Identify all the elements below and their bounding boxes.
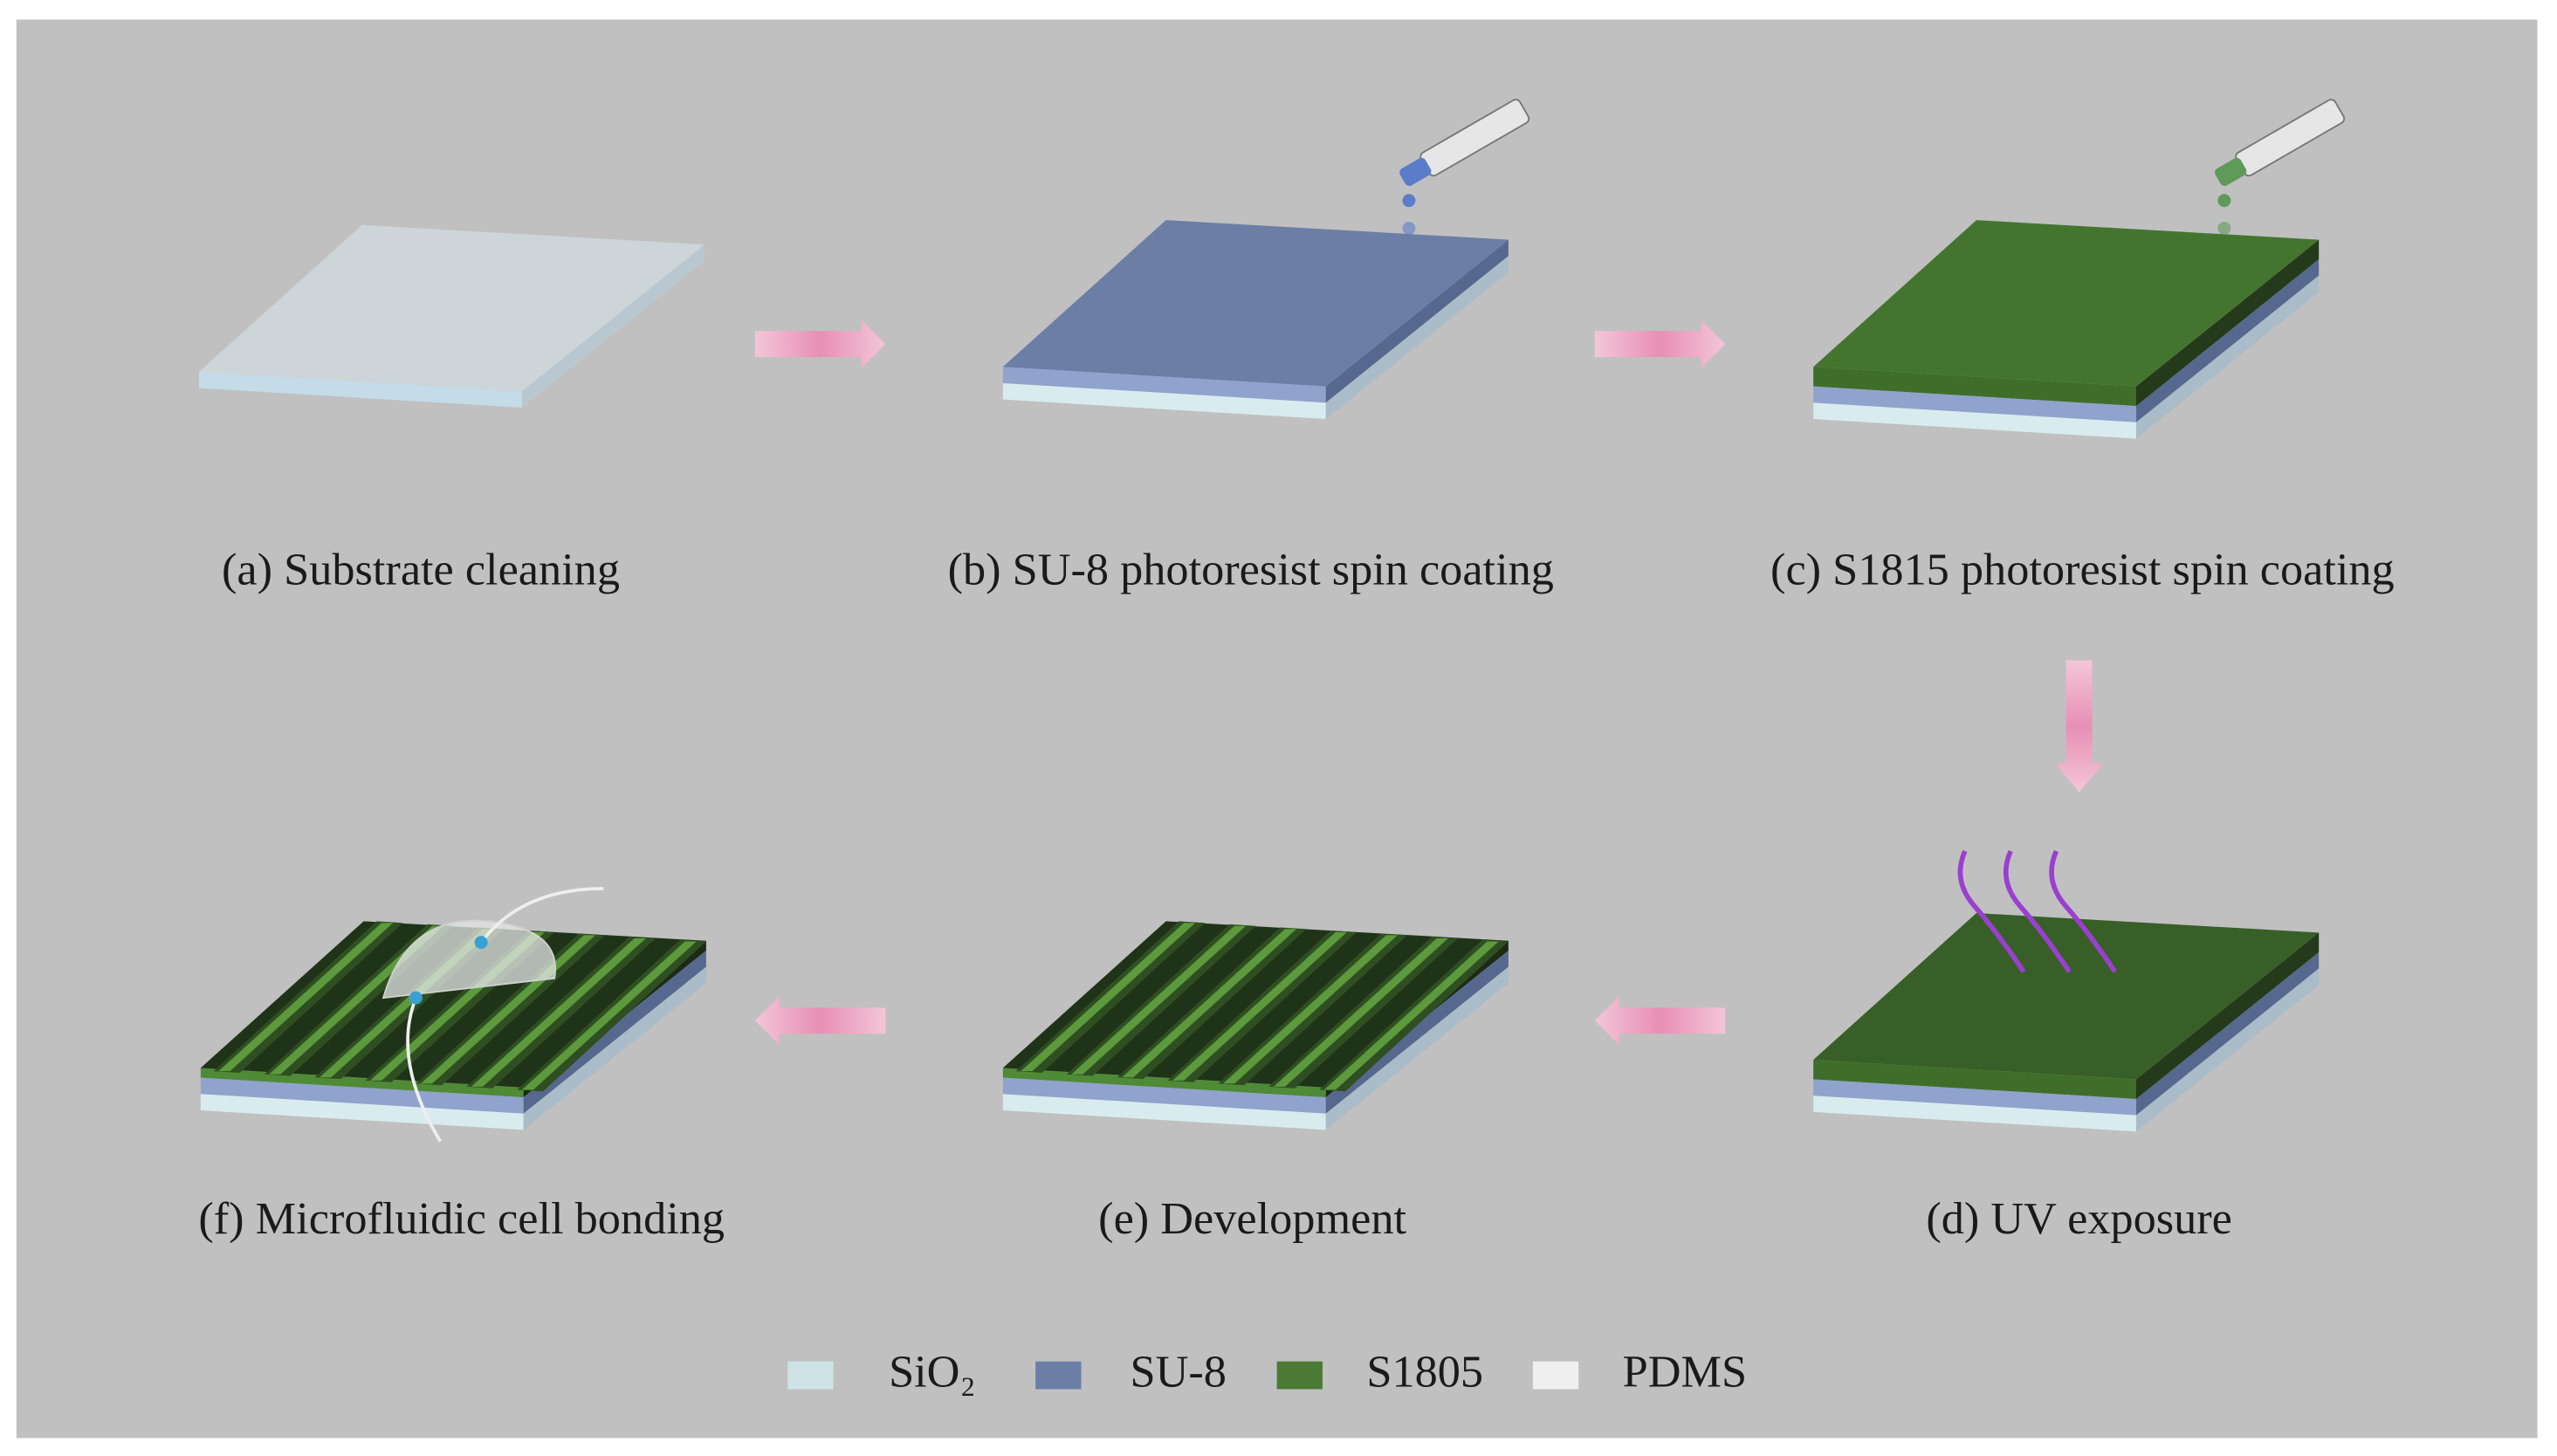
slab-front [1813, 367, 2136, 407]
ridge-highlight [1071, 925, 1247, 1075]
ridge-highlight [1021, 923, 1196, 1072]
tube [479, 887, 604, 944]
arrow-down [2054, 660, 2104, 793]
step-label: (d) UV exposure [1926, 1193, 2232, 1244]
step-label: (f) Microfluidic cell bonding [198, 1193, 725, 1244]
uv-arrow [2003, 849, 2072, 973]
slab-side [521, 244, 705, 408]
legend: SiO₂ SU-8 S1805 PDMS [787, 1346, 1747, 1397]
slab-front [1813, 1060, 2136, 1099]
step-label: (a) Substrate cleaning [222, 544, 620, 594]
drop [2217, 194, 2231, 208]
ridge-highlight [1222, 935, 1398, 1084]
drop [1402, 194, 1416, 208]
slab-side [1325, 256, 1509, 420]
slab-top [198, 224, 705, 392]
slab-front [198, 371, 522, 408]
legend-swatch [1035, 1361, 1082, 1390]
slab-front [1813, 1079, 2136, 1116]
slab-side [2135, 968, 2320, 1132]
slab-front [1813, 1095, 2136, 1132]
slab-front [1813, 386, 2136, 422]
slab-side [2135, 932, 2320, 1099]
arrows [754, 319, 2104, 1046]
slab-front [200, 1077, 524, 1114]
slab-top [1813, 220, 2320, 387]
slab-side [523, 950, 706, 1114]
slab-front [1813, 402, 2136, 439]
slab-top [1002, 220, 1509, 387]
slab-side [1325, 966, 1509, 1130]
tube [406, 997, 443, 1143]
legend-label: SiO₂ [889, 1346, 976, 1397]
slab-side [523, 966, 706, 1130]
drop [1402, 222, 1416, 235]
slab-front [1002, 382, 1326, 420]
legend-swatch [1276, 1361, 1323, 1390]
legend-swatch [787, 1361, 834, 1390]
slab-front [200, 1094, 524, 1130]
slab-front [1002, 1094, 1326, 1130]
arrow-right [1594, 319, 1726, 369]
slab-side [1325, 950, 1509, 1114]
legend-label: S1805 [1366, 1346, 1483, 1397]
syringe-tip [1399, 157, 1432, 186]
ridge-highlight [1273, 937, 1448, 1087]
pdms-dome [381, 919, 557, 999]
ridge-highlight [1323, 941, 1499, 1090]
slab-side [2135, 258, 2320, 422]
port [474, 936, 488, 950]
slab-side [2135, 239, 2320, 407]
ridge-highlight [471, 937, 646, 1087]
slab-side [2135, 275, 2320, 439]
legend-swatch [1532, 1361, 1579, 1390]
step-label: (c) S1815 photoresist spin coating [1770, 544, 2395, 594]
arrow-left [1594, 996, 1726, 1046]
slab-top [1813, 913, 2320, 1080]
uv-arrow [2049, 849, 2118, 973]
port [409, 991, 423, 1005]
slab-front [1002, 367, 1326, 403]
ridge-highlight [218, 923, 394, 1072]
step-label: (b) SU-8 photoresist spin coating [948, 544, 1554, 594]
ridge-highlight [1172, 931, 1347, 1081]
arrow-right [754, 319, 886, 369]
arrow-left [754, 996, 886, 1046]
step-label: (e) Development [1098, 1193, 1406, 1244]
slab-side [1325, 239, 1509, 403]
drop [2217, 222, 2231, 235]
slab-front [1002, 1077, 1326, 1114]
ridge-highlight [521, 941, 697, 1090]
legend-label: SU-8 [1131, 1346, 1227, 1397]
slab-side [2135, 951, 2320, 1116]
ridge-highlight [1122, 929, 1297, 1078]
syringe-tip [2215, 157, 2247, 186]
legend-label: PDMS [1623, 1346, 1747, 1397]
uv-arrow [1957, 849, 2026, 973]
illustrations [198, 99, 2346, 1143]
